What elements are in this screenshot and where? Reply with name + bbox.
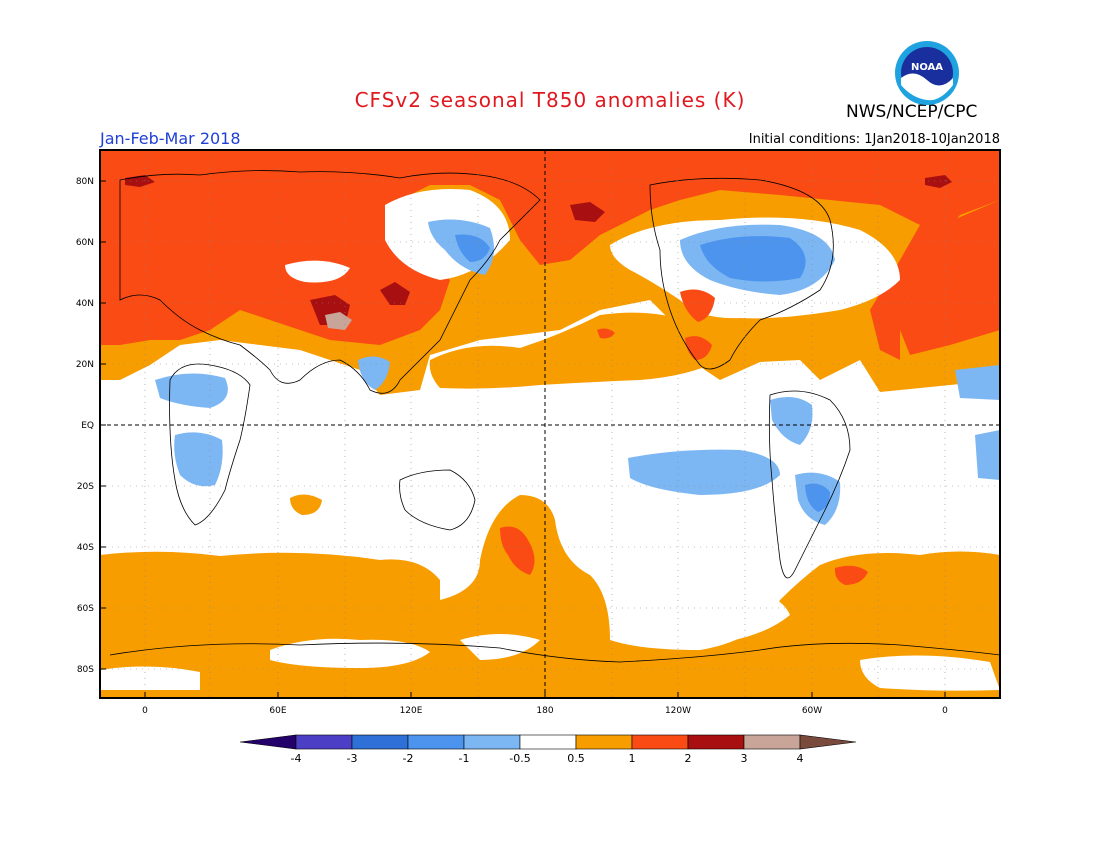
colorbar-arrow-low — [239, 734, 297, 750]
lat-label: 20S — [77, 482, 94, 492]
colorbar-label: 3 — [741, 752, 748, 765]
coastlines — [109, 170, 1000, 663]
cold-region-south-america-strong — [805, 483, 830, 512]
warm-region-south-atlantic — [834, 565, 868, 585]
cold-region-kamchatka-strong — [455, 234, 490, 262]
colorbar-swatch — [575, 734, 633, 750]
cold-region-north-america-strong — [700, 236, 806, 282]
logo-text: NOAA — [911, 62, 943, 73]
map-title: CFSv2 seasonal T850 anomalies (K) — [354, 88, 746, 112]
lat-label: 40N — [76, 299, 94, 309]
neutral-pocket-antarctic — [100, 634, 1000, 691]
colorbar-label: -1 — [459, 752, 470, 765]
colorbar-label: -3 — [347, 752, 358, 765]
lat-label: 60N — [76, 238, 94, 248]
season-label: Jan-Feb-Mar 2018 — [100, 129, 241, 148]
colorbar-label: -0.5 — [509, 752, 530, 765]
lat-label: EQ — [81, 421, 94, 431]
warm-region-east-atlantic — [900, 200, 1000, 355]
lon-label: 60E — [269, 706, 286, 716]
lon-label: 180 — [536, 706, 553, 716]
colorbar-swatch — [743, 734, 801, 750]
cold-region-south-africa — [174, 432, 223, 487]
colorbar-swatch — [519, 734, 577, 750]
latitude-labels: 80N 60N 40N 20N EQ 20S 40S 60S 80S — [76, 177, 106, 675]
lon-label: 120W — [665, 706, 691, 716]
colorbar-label: 2 — [685, 752, 692, 765]
colorbar-label: 1 — [629, 752, 636, 765]
warm-region-indian-ocean — [290, 494, 322, 515]
warm-region-pacific-spot — [597, 328, 615, 339]
warm-region-new-zealand — [500, 526, 535, 575]
lat-label: 60S — [77, 604, 94, 614]
lon-label: 60W — [802, 706, 822, 716]
colorbar-label: 0.5 — [567, 752, 585, 765]
warm-region-mexico — [680, 289, 715, 360]
neutral-pocket-siberia — [285, 260, 350, 283]
lon-label: 0 — [142, 706, 148, 716]
anomaly-field — [100, 150, 1000, 698]
colorbar-swatch — [295, 734, 353, 750]
map-frame — [99, 149, 1001, 699]
graticule — [100, 150, 1000, 698]
cold-region-east-atlantic — [955, 365, 1000, 480]
neutral-pocket-southern-pacific — [610, 584, 790, 645]
cold-region-east-pacific — [628, 449, 780, 495]
colorbar-label: -4 — [291, 752, 302, 765]
cold-region-sahara — [155, 373, 228, 408]
colorbar-arrow-high — [799, 734, 857, 750]
colorbar-swatch — [687, 734, 745, 750]
colorbar-label: 4 — [797, 752, 804, 765]
organization-label: NWS/NCEP/CPC — [846, 102, 978, 122]
colorbar-swatch — [463, 734, 521, 750]
colorbar-swatch — [631, 734, 689, 750]
colorbar-label: -2 — [403, 752, 414, 765]
cold-region-south-america-north — [770, 396, 813, 445]
lon-label: 0 — [942, 706, 948, 716]
colorbar: -4 -3 -2 -1 -0.5 0.5 1 2 3 4 — [239, 734, 857, 765]
colorbar-swatch — [407, 734, 465, 750]
lat-label: 80N — [76, 177, 94, 187]
hot-spot-tibet — [325, 312, 352, 330]
lat-label: 80S — [77, 665, 94, 675]
lat-label: 20N — [76, 360, 94, 370]
lat-label: 40S — [77, 543, 94, 553]
noaa-logo: NOAA — [895, 41, 959, 105]
colorbar-swatch — [351, 734, 409, 750]
lon-label: 120E — [400, 706, 423, 716]
warm-region-central-pacific — [429, 312, 720, 389]
initial-conditions-label: Initial conditions: 1Jan2018-10Jan2018 — [748, 132, 1000, 147]
cold-region-south-asia — [358, 356, 390, 390]
longitude-labels: 0 60E 120E 180 120W 60W 0 — [142, 692, 948, 716]
